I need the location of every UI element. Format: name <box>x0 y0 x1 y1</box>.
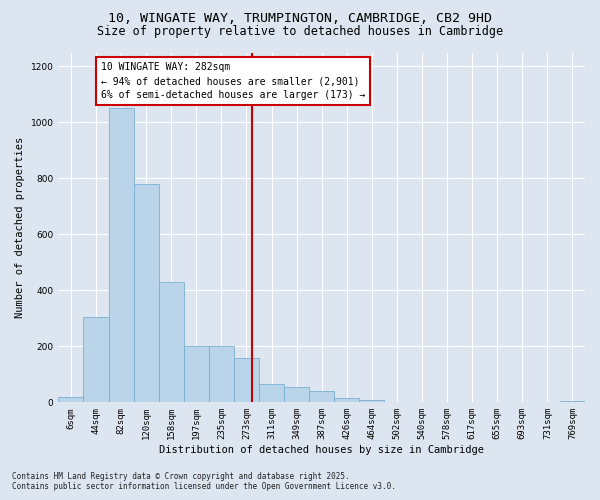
Bar <box>58 396 83 402</box>
Text: 10, WINGATE WAY, TRUMPINGTON, CAMBRIDGE, CB2 9HD: 10, WINGATE WAY, TRUMPINGTON, CAMBRIDGE,… <box>108 12 492 26</box>
Text: 10 WINGATE WAY: 282sqm
← 94% of detached houses are smaller (2,901)
6% of semi-d: 10 WINGATE WAY: 282sqm ← 94% of detached… <box>101 62 365 100</box>
Bar <box>359 400 385 402</box>
Bar <box>309 391 334 402</box>
Bar <box>334 398 359 402</box>
Bar <box>234 358 259 403</box>
X-axis label: Distribution of detached houses by size in Cambridge: Distribution of detached houses by size … <box>159 445 484 455</box>
Bar <box>134 184 159 402</box>
Bar <box>284 387 309 402</box>
Bar <box>209 346 234 403</box>
Y-axis label: Number of detached properties: Number of detached properties <box>15 137 25 318</box>
Bar <box>159 282 184 403</box>
Text: Size of property relative to detached houses in Cambridge: Size of property relative to detached ho… <box>97 25 503 38</box>
Text: Contains HM Land Registry data © Crown copyright and database right 2025.
Contai: Contains HM Land Registry data © Crown c… <box>12 472 396 491</box>
Bar <box>83 317 109 402</box>
Bar <box>109 108 134 403</box>
Bar <box>259 384 284 402</box>
Bar <box>184 346 209 403</box>
